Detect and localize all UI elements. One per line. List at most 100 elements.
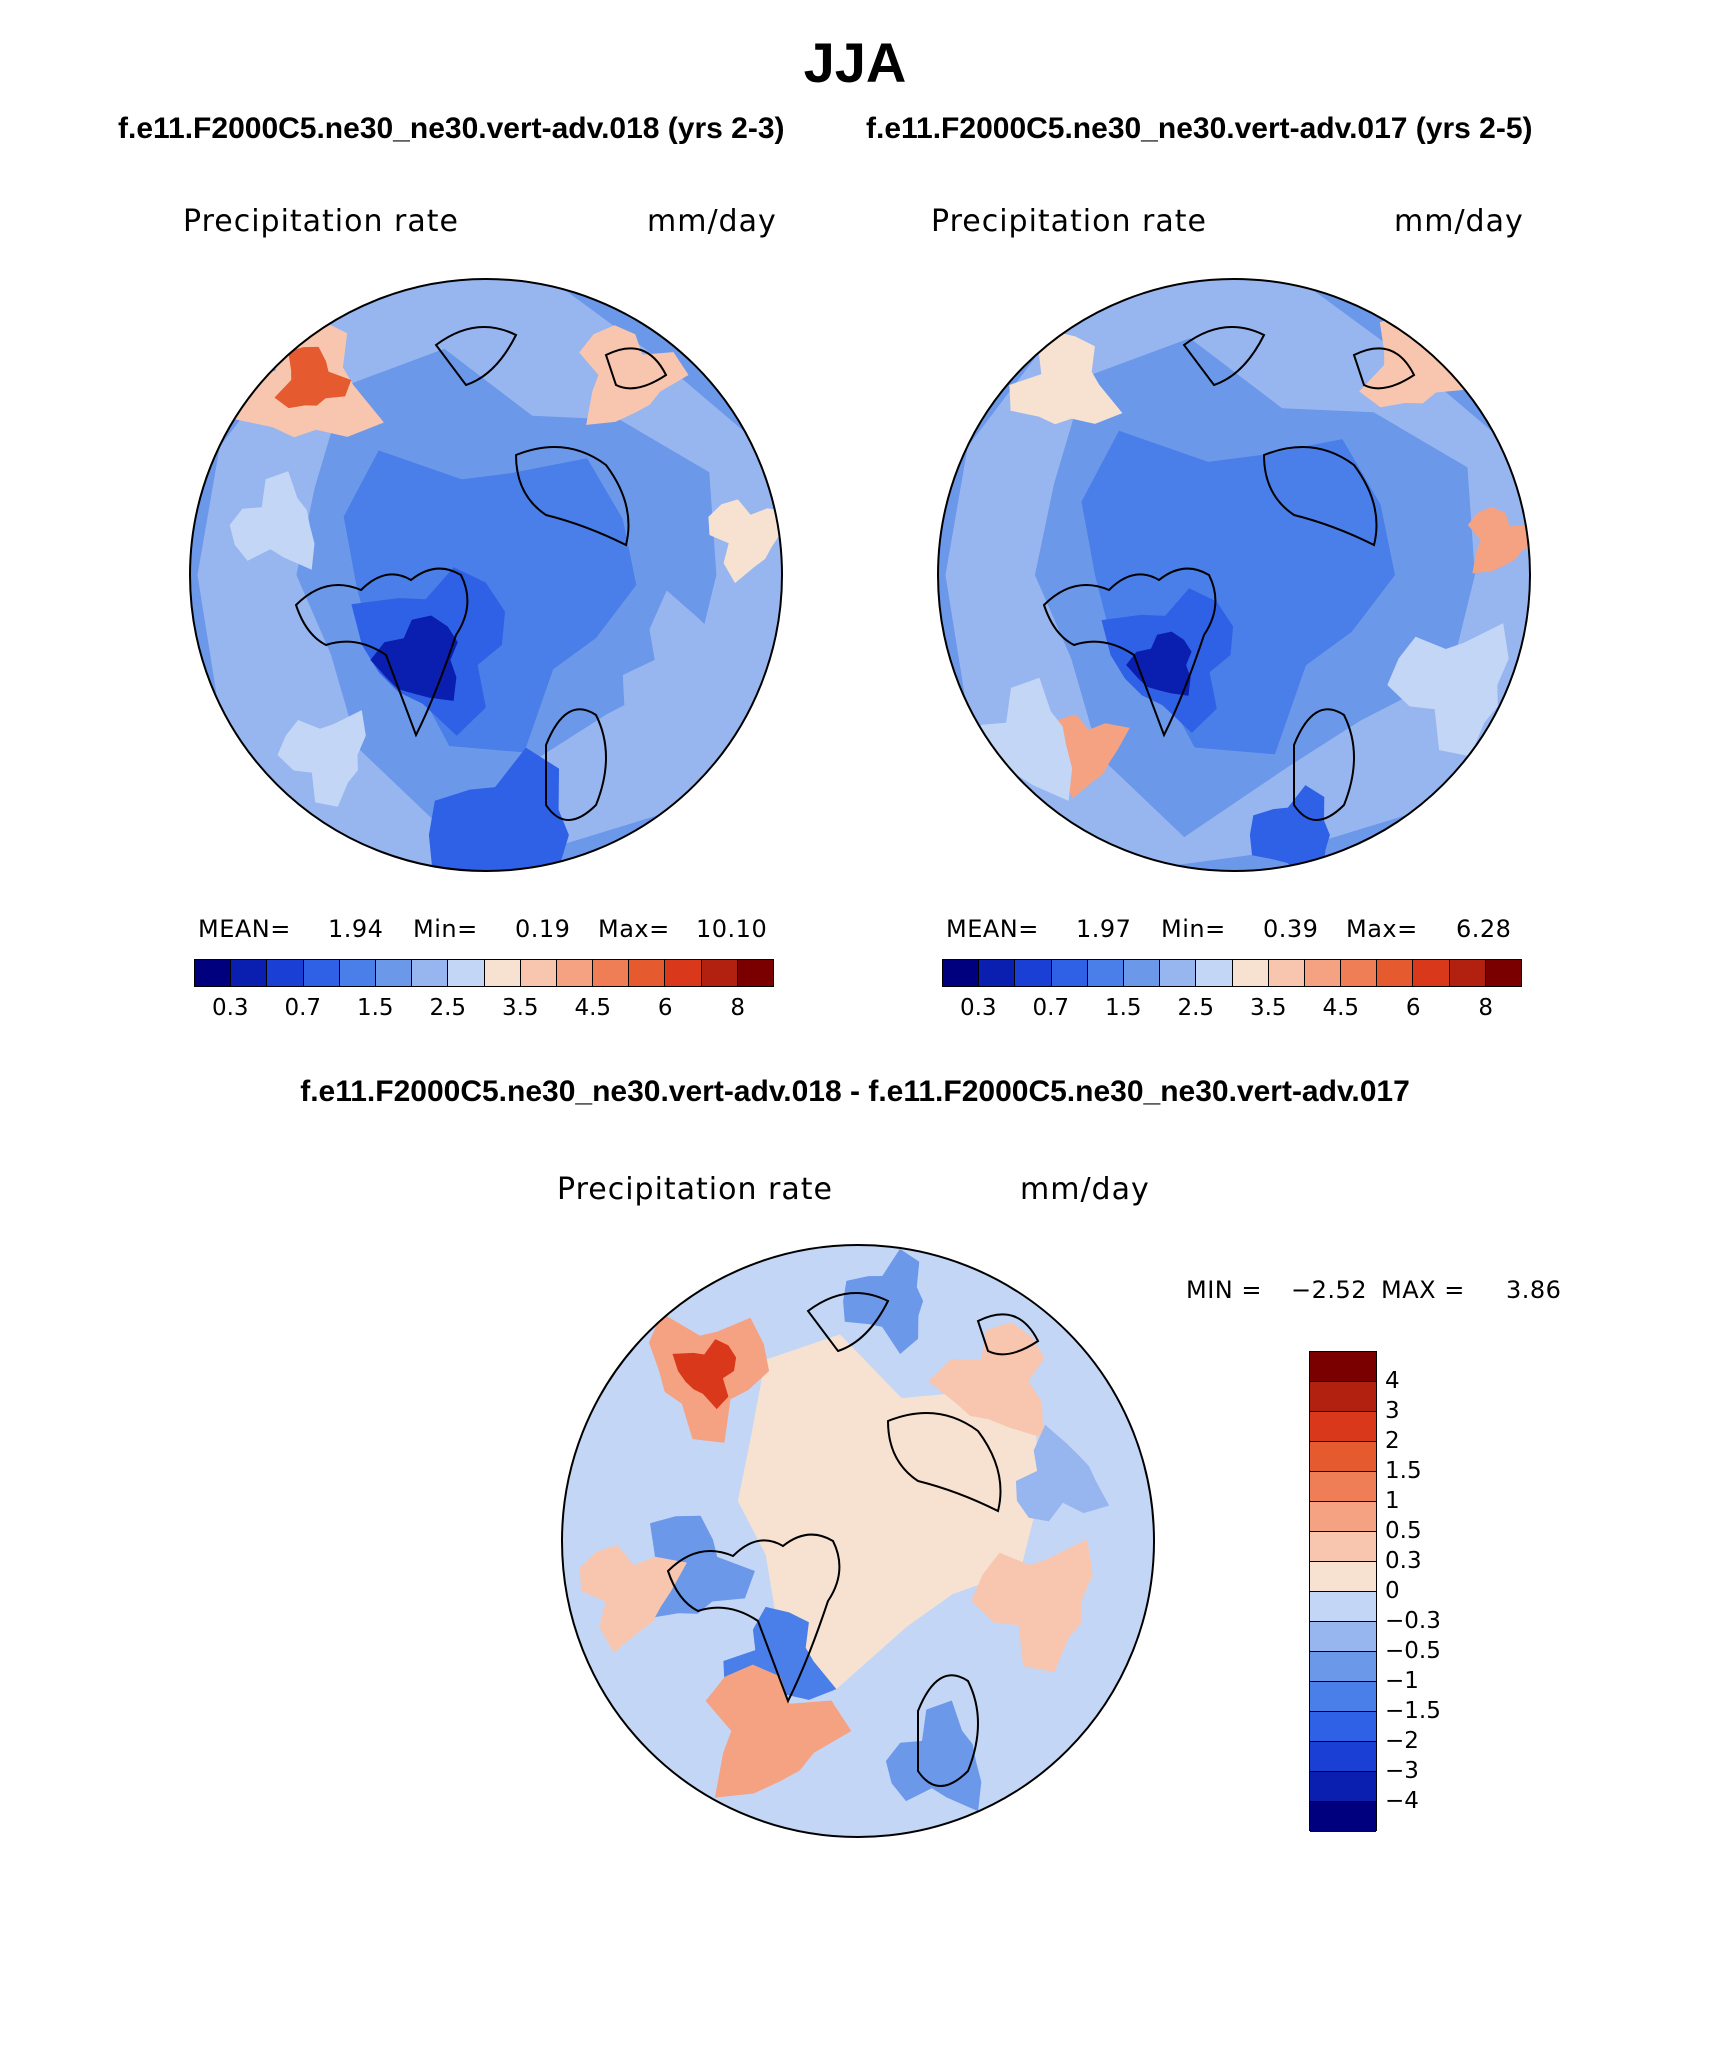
colorbar-tick-label: 0.7 [284, 995, 322, 1021]
contour-region [1387, 623, 1509, 757]
colorbar-swatch [1310, 1622, 1376, 1652]
colorbar-swatch [701, 960, 738, 986]
contour-region [843, 1248, 924, 1354]
colorbar-swatch [195, 960, 232, 986]
panel2-min-label: Min= [1161, 915, 1226, 943]
colorbar-swatch [1232, 960, 1269, 986]
colorbar-tick-label: 2.5 [1177, 995, 1215, 1021]
colorbar-swatch [1087, 960, 1124, 986]
colorbar-swatch [412, 960, 449, 986]
contour-region [579, 325, 689, 425]
colorbar-swatch [1413, 960, 1450, 986]
panel1-max-label: Max= [598, 915, 670, 943]
contour-region [428, 747, 569, 871]
coastline [1182, 326, 1266, 387]
colorbar-tick-label: 1 [1385, 1488, 1400, 1514]
panel1-min-value: 0.19 [515, 915, 571, 943]
coastline [917, 1674, 979, 1787]
panel2-mean-label: MEAN= [946, 915, 1039, 943]
panel1-mean-value: 1.94 [328, 915, 384, 943]
colorbar-tick-label: 3.5 [501, 995, 539, 1021]
coastline [976, 1313, 1040, 1356]
colorbar-tick-label: 4.5 [1322, 995, 1360, 1021]
colorbar-swatch [1015, 960, 1052, 986]
colorbar-tick-label: 6 [657, 995, 673, 1021]
coastline [1042, 567, 1217, 738]
panel1-min-label: Min= [413, 915, 478, 943]
colorbar-tick-label: 3.5 [1249, 995, 1287, 1021]
colorbar-swatch [1310, 1562, 1376, 1592]
contour-region [370, 615, 458, 701]
contour-region [708, 499, 782, 584]
panel1-max-value: 10.10 [696, 915, 768, 943]
contour-region [277, 710, 366, 807]
colorbar-tick-label: −0.3 [1385, 1608, 1441, 1634]
map-boundary [561, 1244, 1155, 1838]
panel2-mean-value: 1.97 [1076, 915, 1132, 943]
colorbar-swatch [303, 960, 340, 986]
colorbar-swatch [1310, 1352, 1376, 1382]
panel2-max-label: Max= [1346, 915, 1418, 943]
colorbar-tick-label: 4 [1385, 1368, 1400, 1394]
colorbar-tick-label: 0.3 [211, 995, 249, 1021]
colorbar-swatch [375, 960, 413, 986]
colorbar-tick-label: −1 [1385, 1668, 1419, 1694]
diff-min-value: −2.52 [1291, 1276, 1368, 1304]
right-case-title: f.e11.F2000C5.ne30_ne30.vert-adv.017 (yr… [866, 112, 1533, 145]
colorbar-swatch [1123, 960, 1161, 986]
colorbar-tick-label: 1.5 [1385, 1458, 1422, 1484]
colorbar-swatch [1310, 1382, 1376, 1412]
coastline [514, 446, 630, 547]
contour-region [705, 1664, 852, 1798]
contour-region [1359, 315, 1475, 408]
colorbar-swatch [484, 960, 521, 986]
colorbar-tick-label: −1.5 [1385, 1698, 1441, 1724]
colorbar-tick-label: 4.5 [574, 995, 612, 1021]
colorbar-tick-label: −4 [1385, 1788, 1419, 1814]
contour-region [928, 1322, 1045, 1439]
panel1-polar-map [189, 278, 783, 872]
coastline [1352, 347, 1416, 390]
colorbar-swatch [1485, 960, 1521, 986]
diff-polar-map [561, 1244, 1155, 1838]
colorbar-swatch [943, 960, 980, 986]
colorbar-tick-label: 0.3 [1385, 1548, 1422, 1574]
diff-units-label: mm/day [1020, 1172, 1150, 1207]
colorbar-swatch [1310, 1442, 1376, 1472]
colorbar-swatch [1310, 1472, 1376, 1502]
coastline [434, 326, 518, 387]
panel1-units-label: mm/day [647, 204, 777, 239]
colorbar-swatch [1310, 1802, 1376, 1832]
coastline [1262, 446, 1378, 547]
colorbar-swatch [1051, 960, 1088, 986]
colorbar-swatch [267, 960, 304, 986]
diff-min-label: MIN = [1186, 1276, 1262, 1304]
colorbar-swatch [1310, 1652, 1376, 1682]
colorbar-swatch [1310, 1592, 1376, 1622]
contour-region [971, 1539, 1093, 1673]
contour-region [672, 1339, 737, 1410]
colorbar-swatch [1310, 1532, 1376, 1562]
contour-region [579, 1545, 687, 1653]
contour-region [885, 1700, 982, 1812]
colorbar-tick-label: 3 [1385, 1398, 1400, 1424]
contour-region [274, 346, 352, 409]
colorbar-tick-label: 1.5 [1104, 995, 1142, 1021]
panel1-mean-label: MEAN= [198, 915, 291, 943]
colorbar-tick-label: 0 [1385, 1578, 1400, 1604]
panel1-variable-label: Precipitation rate [183, 204, 459, 239]
panel2-variable-label: Precipitation rate [931, 204, 1207, 239]
colorbar-swatch [737, 960, 773, 986]
coastline [1293, 708, 1355, 821]
colorbar-swatch [1310, 1412, 1376, 1442]
map-boundary [189, 278, 783, 872]
colorbar-tick-label: 8 [1478, 995, 1494, 1021]
panel2-polar-map [937, 278, 1531, 872]
coastline [604, 347, 668, 390]
contour-region [229, 471, 315, 570]
colorbar-swatch [1310, 1772, 1376, 1802]
difference-title: f.e11.F2000C5.ne30_ne30.vert-adv.018 - f… [300, 1075, 1410, 1108]
colorbar-tick-label: −0.5 [1385, 1638, 1441, 1664]
colorbar-swatch [1310, 1742, 1376, 1772]
figure-title: JJA [803, 31, 907, 94]
